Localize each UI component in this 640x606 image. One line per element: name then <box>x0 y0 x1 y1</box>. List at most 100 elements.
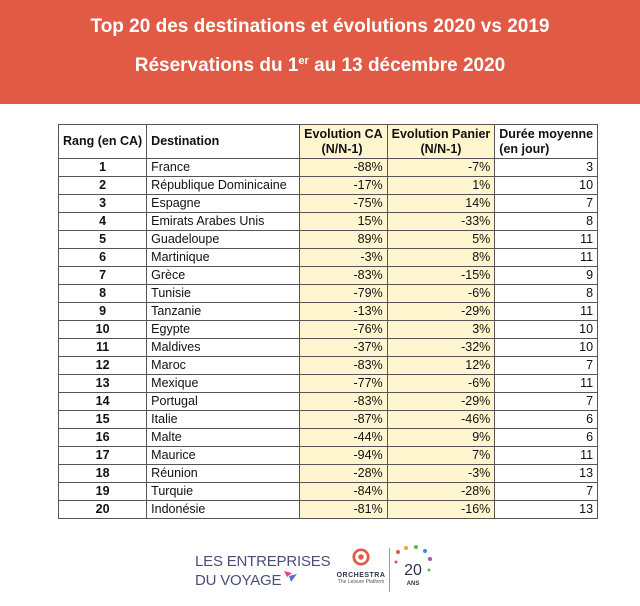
cell-evolution-panier: -29% <box>386 302 496 321</box>
anniversary-badge-icon: 20 ANS <box>394 545 432 587</box>
cell-evolution-ca: -75% <box>299 194 388 213</box>
table-row: 19 Turquie -84% -28% 7 <box>57 482 599 501</box>
table-row: 13 Mexique -77% -6% 11 <box>57 374 599 393</box>
cell-destination: Maurice <box>146 446 301 465</box>
plane-swoosh-icon <box>284 571 297 582</box>
orchestra-icon <box>352 548 370 566</box>
cell-evolution-ca: -84% <box>299 482 388 501</box>
cell-duree: 13 <box>494 500 599 519</box>
cell-evolution-panier: 1% <box>386 176 496 195</box>
header-destination: Destination <box>146 124 301 159</box>
cell-rank: 2 <box>57 176 148 195</box>
cell-destination: Malte <box>146 428 301 447</box>
cell-duree: 6 <box>494 410 599 429</box>
cell-rank: 5 <box>57 230 148 249</box>
cell-evolution-ca: -79% <box>299 284 388 303</box>
cell-rank: 18 <box>57 464 148 483</box>
cell-rank: 10 <box>57 320 148 339</box>
cell-rank: 12 <box>57 356 148 375</box>
cell-evolution-ca: -17% <box>299 176 388 195</box>
logo-line2: DU VOYAGE <box>195 572 282 589</box>
cell-duree: 7 <box>494 194 599 213</box>
cell-rank: 1 <box>57 158 148 177</box>
entreprises-du-voyage-logo: LES ENTREPRISES DU VOYAGE <box>195 552 331 590</box>
table-row: 2 République Dominicaine -17% 1% 10 <box>57 176 599 195</box>
anniversary-number: 20 <box>404 562 422 579</box>
cell-destination: Martinique <box>146 248 301 267</box>
table-row: 5 Guadeloupe 89% 5% 11 <box>57 230 599 249</box>
header-ca-line2: (N/N-1) <box>321 141 363 156</box>
cell-destination: Emirats Arabes Unis <box>146 212 301 231</box>
cell-duree: 10 <box>494 176 599 195</box>
cell-destination: Italie <box>146 410 301 429</box>
cell-duree: 11 <box>494 248 599 267</box>
cell-rank: 8 <box>57 284 148 303</box>
header-panier-line1: Evolution Panier <box>391 126 491 141</box>
cell-duree: 10 <box>494 320 599 339</box>
table-row: 16 Malte -44% 9% 6 <box>57 428 599 447</box>
cell-evolution-ca: -28% <box>299 464 388 483</box>
cell-evolution-panier: -29% <box>386 392 496 411</box>
cell-evolution-ca: 15% <box>299 212 388 231</box>
header-banner: Top 20 des destinations et évolutions 20… <box>0 0 640 104</box>
table-row: 18 Réunion -28% -3% 13 <box>57 464 599 483</box>
orchestra-logo: ORCHESTRA The Leisure Platform <box>333 548 389 585</box>
table-body: 1 France -88% -7% 3 2 République Dominicaine -1… <box>57 158 599 519</box>
cell-rank: 14 <box>57 392 148 411</box>
subtitle-part: au 13 décembre 2020 <box>308 55 506 76</box>
cell-destination: Maldives <box>146 338 301 357</box>
cell-destination: Tanzanie <box>146 302 301 321</box>
subtitle-part: Réservations du 1 <box>134 55 299 76</box>
cell-evolution-panier: -33% <box>386 212 496 231</box>
cell-evolution-panier: 7% <box>386 446 496 465</box>
header-rank: Rang (en CA) <box>57 124 148 159</box>
header-evolution-panier: Evolution Panier (N/N-1) <box>386 124 496 159</box>
cell-evolution-ca: -76% <box>299 320 388 339</box>
cell-evolution-ca: -83% <box>299 392 388 411</box>
table-row: 17 Maurice -94% 7% 11 <box>57 446 599 465</box>
cell-evolution-ca: -83% <box>299 266 388 285</box>
cell-duree: 6 <box>494 428 599 447</box>
cell-evolution-panier: 8% <box>386 248 496 267</box>
cell-duree: 13 <box>494 464 599 483</box>
cell-evolution-ca: -83% <box>299 356 388 375</box>
cell-evolution-ca: -81% <box>299 500 388 519</box>
cell-evolution-ca: -13% <box>299 302 388 321</box>
table-row: 20 Indonésie -81% -16% 13 <box>57 500 599 519</box>
cell-evolution-panier: -3% <box>386 464 496 483</box>
cell-rank: 17 <box>57 446 148 465</box>
cell-duree: 8 <box>494 284 599 303</box>
cell-destination: Turquie <box>146 482 301 501</box>
header-panier-line2: (N/N-1) <box>420 141 462 156</box>
table-row: 1 France -88% -7% 3 <box>57 158 599 177</box>
table-row: 3 Espagne -75% 14% 7 <box>57 194 599 213</box>
logo-line1: LES ENTREPRISES <box>195 553 331 570</box>
cell-evolution-panier: -6% <box>386 374 496 393</box>
cell-rank: 16 <box>57 428 148 447</box>
cell-destination: Tunisie <box>146 284 301 303</box>
cell-evolution-ca: -88% <box>299 158 388 177</box>
cell-evolution-panier: 5% <box>386 230 496 249</box>
table-row: 6 Martinique -3% 8% 11 <box>57 248 599 267</box>
cell-evolution-panier: -32% <box>386 338 496 357</box>
cell-evolution-ca: -44% <box>299 428 388 447</box>
cell-destination: France <box>146 158 301 177</box>
header-duree-line1: Durée moyenne <box>499 126 594 141</box>
table-row: 14 Portugal -83% -29% 7 <box>57 392 599 411</box>
cell-rank: 7 <box>57 266 148 285</box>
cell-destination: Indonésie <box>146 500 301 519</box>
cell-evolution-panier: 9% <box>386 428 496 447</box>
cell-rank: 13 <box>57 374 148 393</box>
header-ca-line1: Evolution CA <box>304 126 383 141</box>
cell-destination: Guadeloupe <box>146 230 301 249</box>
table-row: 8 Tunisie -79% -6% 8 <box>57 284 599 303</box>
table-row: 9 Tanzanie -13% -29% 11 <box>57 302 599 321</box>
cell-evolution-panier: -28% <box>386 482 496 501</box>
cell-evolution-panier: -6% <box>386 284 496 303</box>
cell-evolution-ca: -87% <box>299 410 388 429</box>
cell-duree: 11 <box>494 230 599 249</box>
cell-rank: 3 <box>57 194 148 213</box>
table-row: 10 Egypte -76% 3% 10 <box>57 320 599 339</box>
cell-duree: 8 <box>494 212 599 231</box>
cell-rank: 20 <box>57 500 148 519</box>
